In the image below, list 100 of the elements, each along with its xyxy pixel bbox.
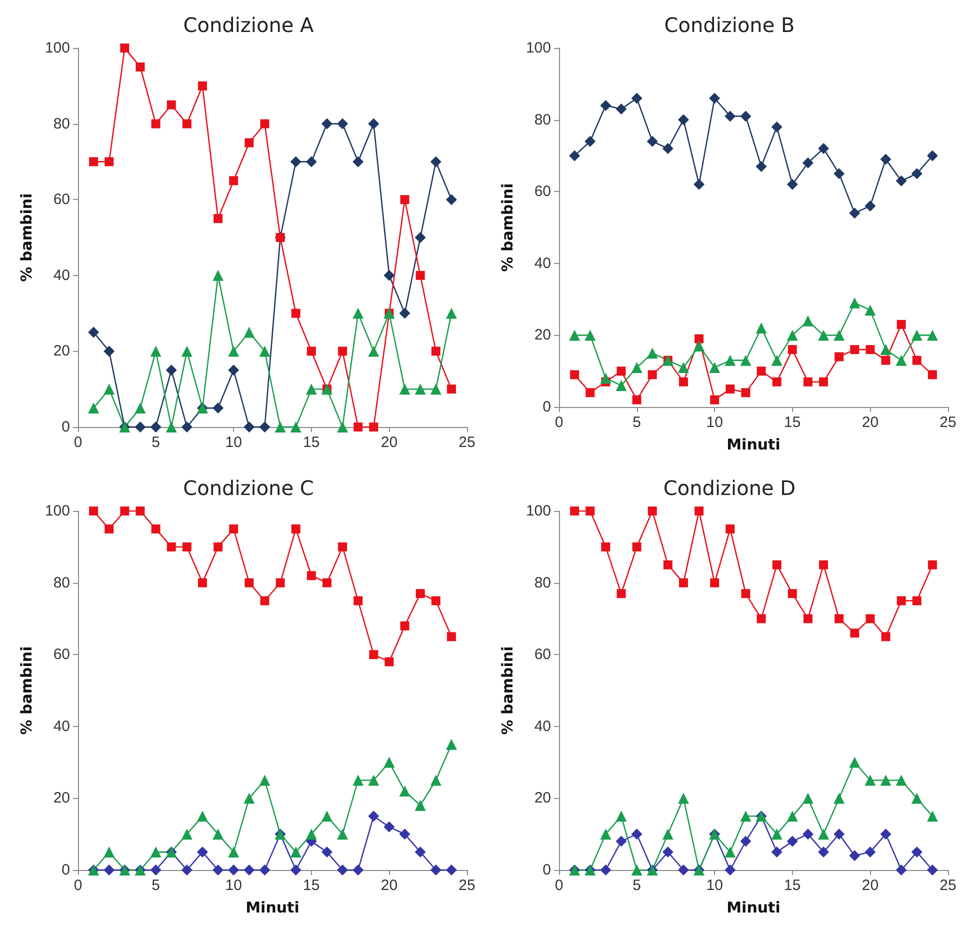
y-tick-label: 40: [534, 254, 551, 272]
point: [911, 168, 922, 180]
y-axis-title: % bambini: [498, 646, 517, 735]
y-tick-label: 60: [53, 646, 70, 664]
point: [352, 864, 364, 876]
point: [926, 150, 938, 162]
point: [338, 346, 348, 356]
point: [710, 395, 720, 404]
point: [911, 330, 922, 341]
point: [740, 810, 752, 822]
y-tick-label: 100: [44, 502, 70, 520]
point: [802, 792, 814, 804]
point: [819, 377, 828, 386]
point: [912, 596, 922, 606]
chart-title: Condizione A: [183, 13, 314, 37]
point: [321, 810, 332, 822]
point: [399, 786, 410, 797]
point: [244, 792, 255, 804]
point: [181, 346, 192, 357]
point: [818, 846, 830, 858]
point: [150, 864, 162, 876]
point: [802, 315, 814, 326]
y-tick-label: 20: [534, 326, 551, 344]
point: [430, 864, 442, 876]
point: [276, 578, 285, 588]
point: [399, 384, 410, 395]
point: [151, 524, 160, 534]
point: [724, 846, 736, 858]
point: [196, 846, 208, 858]
point: [88, 326, 100, 338]
point: [864, 774, 876, 786]
y-tick-label: 20: [53, 790, 70, 807]
point: [896, 320, 906, 329]
point: [134, 402, 146, 414]
point: [631, 362, 642, 374]
x-tick-label: 5: [632, 414, 641, 431]
point: [244, 138, 254, 148]
point: [354, 596, 363, 606]
x-tick-label: 20: [862, 414, 879, 431]
y-tick-label: 40: [534, 718, 551, 735]
point: [740, 354, 752, 366]
x-tick-label: 25: [458, 877, 476, 894]
x-tick-label: 25: [940, 414, 956, 431]
y-axis-title: % bambini: [18, 646, 36, 735]
chart-title: Condizione C: [183, 476, 314, 500]
y-tick-label: 60: [534, 646, 551, 664]
x-tick-label: 15: [784, 414, 801, 431]
y-tick-label: 80: [53, 115, 70, 132]
y-tick-label: 0: [62, 862, 70, 878]
point: [802, 157, 814, 168]
point: [306, 571, 316, 580]
point: [616, 366, 626, 376]
x-tick-label: 25: [458, 434, 476, 451]
point: [880, 828, 892, 840]
y-tick-label: 60: [534, 183, 551, 200]
point: [694, 334, 704, 344]
point: [212, 270, 224, 281]
point: [306, 828, 317, 840]
point: [709, 362, 720, 374]
point: [291, 524, 300, 534]
point: [896, 864, 907, 876]
point: [662, 828, 674, 840]
point: [166, 100, 176, 110]
point: [259, 422, 270, 432]
point: [756, 614, 766, 624]
x-tick-label: 10: [225, 434, 242, 451]
point: [104, 346, 115, 357]
point: [414, 232, 426, 243]
point: [150, 422, 162, 432]
point: [631, 92, 642, 104]
point: [741, 589, 750, 598]
y-tick-label: 60: [53, 191, 70, 208]
point: [290, 864, 302, 876]
x-tick-label: 0: [74, 877, 82, 894]
point: [259, 864, 270, 876]
point: [229, 176, 238, 186]
point: [166, 422, 177, 432]
point: [430, 156, 442, 168]
x-tick-label: 0: [74, 434, 82, 451]
point: [616, 810, 627, 822]
point: [214, 214, 223, 224]
x-tick-label: 10: [706, 414, 723, 431]
point: [181, 828, 192, 840]
point: [600, 372, 612, 384]
point: [818, 330, 830, 341]
point: [864, 304, 876, 316]
point: [786, 836, 798, 847]
point: [352, 156, 364, 168]
x-tick-label: 25: [940, 877, 956, 894]
point: [166, 364, 177, 376]
point: [306, 346, 316, 356]
point: [338, 542, 348, 552]
y-tick-label: 20: [53, 342, 70, 360]
point: [756, 322, 767, 334]
point: [414, 384, 426, 395]
point: [337, 828, 348, 840]
point: [864, 846, 876, 858]
point: [632, 395, 642, 404]
point: [646, 348, 658, 359]
point: [849, 208, 860, 219]
